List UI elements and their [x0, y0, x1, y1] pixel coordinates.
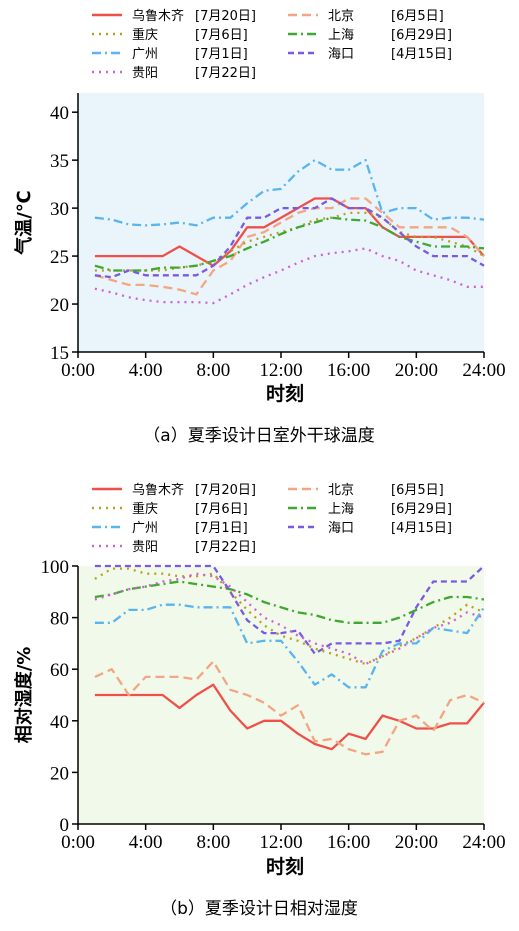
x-tick-label-0: 0:00: [61, 360, 95, 381]
legend-date-0: [7月20日]: [195, 9, 256, 24]
legend-label-0: 乌鲁木齐: [132, 482, 184, 498]
legend-label-6: 贵阳: [132, 66, 158, 81]
legend-date-4: [7月1日]: [195, 521, 248, 536]
chart-caption: （b）夏季设计日相对湿度: [160, 899, 358, 919]
x-tick-label-6: 24:00: [462, 360, 505, 381]
legend-date-4: [7月1日]: [195, 47, 248, 62]
series-line-1: [94, 197, 485, 296]
chart-humidity: 乌鲁木齐 [7月20日] 北京 [6月5日] 重庆 [7月6日] 上海 [6月29日] 广州 [7…: [13, 482, 506, 919]
y-axis-label: 气温/℃: [13, 190, 35, 255]
legend-date-6: [7月22日]: [195, 540, 256, 555]
x-axis-label: 时刻: [266, 382, 304, 405]
x-axis-label: 时刻: [266, 855, 304, 878]
series-line-6: [94, 247, 484, 305]
series-line-4: [94, 158, 485, 227]
y-axis-label: 相对湿度/%: [13, 647, 35, 744]
series-line-5: [94, 564, 485, 655]
legend-date-5: [4月15日]: [391, 521, 452, 536]
legend-label-3: 上海: [328, 502, 354, 517]
y-tick-label-0: 15: [50, 343, 69, 364]
y-tick-label-5: 100: [41, 557, 70, 578]
y-tick-label-2: 40: [50, 712, 69, 733]
x-tick-label-2: 8:00: [196, 360, 230, 381]
x-tick-label-3: 12:00: [259, 832, 302, 853]
x-tick-label-1: 4:00: [129, 832, 163, 853]
legend-label-1: 北京: [328, 483, 354, 498]
series-line-2: [94, 211, 485, 272]
series-line-0: [94, 197, 485, 267]
y-tick-label-1: 20: [50, 763, 69, 784]
legend-date-6: [7月22日]: [195, 66, 256, 81]
y-tick-label-4: 35: [50, 151, 69, 172]
y-tick-label-3: 30: [50, 199, 69, 220]
legend-date-2: [7月6日]: [195, 502, 248, 517]
legend-date-5: [4月15日]: [391, 47, 452, 62]
legend-label-5: 海口: [328, 47, 354, 62]
series-line-1: [94, 660, 485, 756]
chart-caption: （a）夏季设计日室外干球温度: [143, 426, 374, 446]
x-tick-label-2: 8:00: [196, 832, 230, 853]
y-tick-label-3: 60: [50, 660, 69, 681]
x-tick-label-3: 12:00: [259, 360, 302, 381]
series-line-2: [94, 567, 485, 666]
series-line-3: [94, 216, 485, 272]
series-line-4: [94, 603, 485, 689]
legend-date-1: [6月5日]: [391, 9, 444, 24]
x-tick-label-4: 16:00: [327, 360, 370, 381]
x-tick-label-4: 16:00: [327, 832, 370, 853]
legend-label-1: 北京: [328, 9, 354, 24]
legend-label-2: 重庆: [132, 501, 158, 517]
legend-label-2: 重庆: [132, 27, 158, 43]
series-line-0: [94, 683, 485, 751]
legend-date-1: [6月5日]: [391, 483, 444, 498]
legend-date-3: [6月29日]: [391, 502, 452, 517]
chart-temperature: 乌鲁木齐 [7月20日] 北京 [6月5日] 重庆 [7月6日] 上海 [6月29日] 广州 [7…: [13, 8, 506, 446]
series-line-5: [94, 197, 485, 279]
y-tick-label-4: 80: [50, 609, 69, 630]
x-tick-label-1: 4:00: [129, 360, 163, 381]
legend-date-2: [7月6日]: [195, 28, 248, 43]
x-tick-label-5: 20:00: [395, 360, 438, 381]
x-tick-label-0: 0:00: [61, 832, 95, 853]
legend-label-5: 海口: [328, 521, 354, 536]
legend-label-3: 上海: [328, 28, 354, 43]
legend-date-3: [6月29日]: [391, 28, 452, 43]
legend-label-4: 广州: [132, 521, 158, 536]
y-tick-label-0: 0: [60, 815, 70, 836]
legend-label-6: 贵阳: [132, 540, 158, 555]
y-tick-label-2: 25: [50, 247, 69, 268]
y-tick-label-1: 20: [50, 295, 69, 316]
x-tick-label-6: 24:00: [462, 832, 505, 853]
legend-date-0: [7月20日]: [195, 483, 256, 498]
legend-label-4: 广州: [132, 47, 158, 62]
legend-label-0: 乌鲁木齐: [132, 8, 184, 24]
x-tick-label-5: 20:00: [395, 832, 438, 853]
y-tick-label-5: 40: [50, 103, 69, 124]
